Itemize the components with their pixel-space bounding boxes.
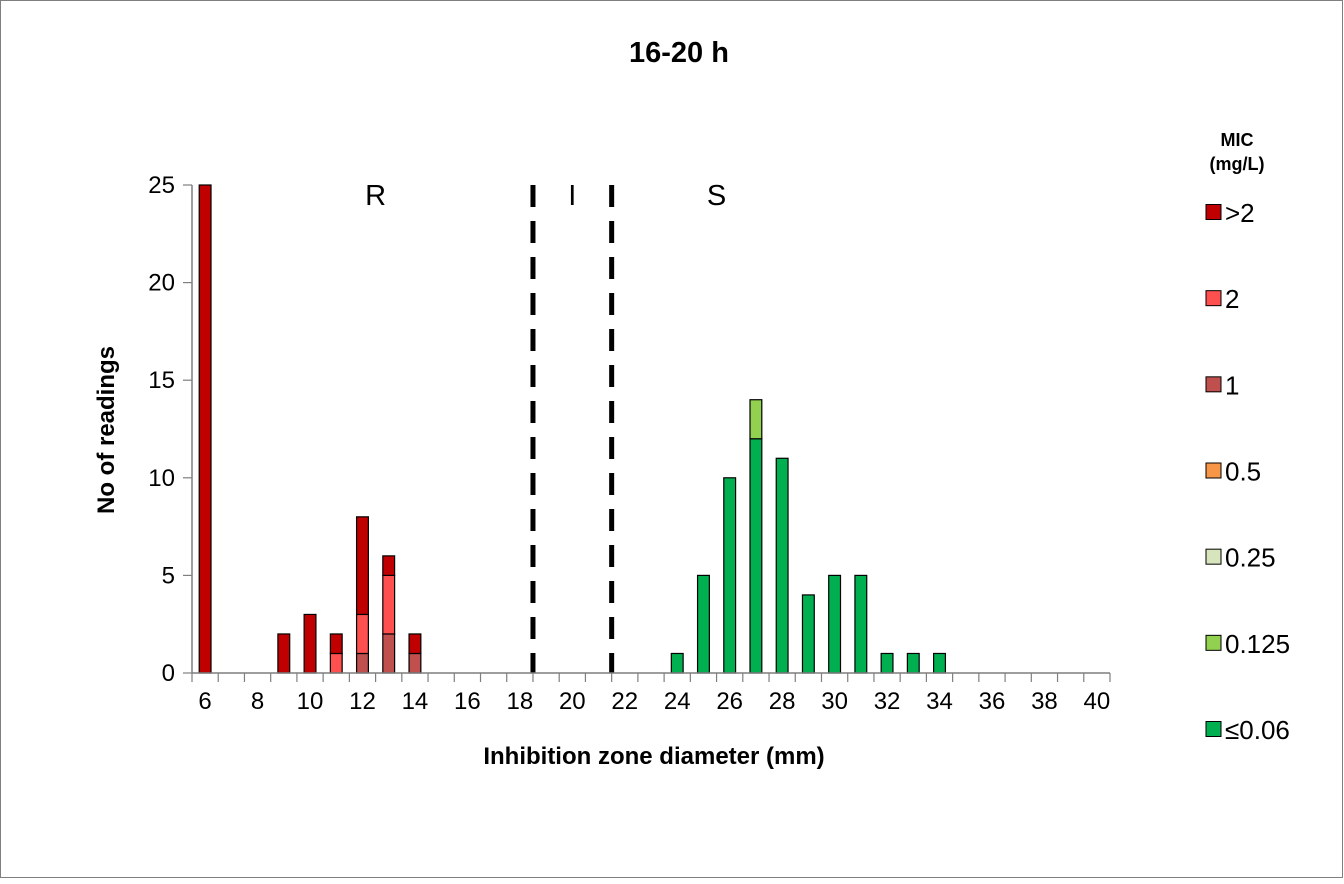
legend-swatch (1205, 462, 1222, 479)
bar-segment (329, 652, 343, 674)
bar-segment (801, 594, 815, 674)
x-tick-label: 22 (611, 688, 638, 715)
bar-segment (749, 399, 763, 440)
breakpoint-layer (530, 185, 615, 673)
bar-segment (198, 184, 212, 674)
x-tick-label: 28 (769, 688, 796, 715)
bar-segment (382, 633, 396, 674)
bar-segment (749, 438, 763, 674)
x-tick-label: 38 (1031, 688, 1058, 715)
y-tick-label: 20 (148, 270, 175, 297)
bar-segment (355, 516, 369, 616)
x-tick-label: 24 (664, 688, 691, 715)
bar-segment (723, 477, 737, 674)
legend-swatch (1205, 204, 1222, 220)
bar-segment (828, 574, 842, 674)
bar-segment (696, 574, 710, 674)
legend-label: 0.25 (1225, 543, 1276, 573)
legend: MIC (mg/L) >2 2 1 0.5 0.25 0.125 ≤0.06 (1205, 130, 1290, 745)
bar-segment (382, 555, 396, 577)
x-tick-label: 40 (1084, 688, 1111, 715)
bar-segment (329, 633, 343, 655)
chart-title: 16-20 h (629, 37, 729, 69)
bar-segment (775, 457, 789, 674)
x-tick-label: 6 (198, 688, 211, 715)
legend-swatch (1205, 721, 1222, 737)
legend-title: MIC (1221, 130, 1254, 150)
axis-layer: 6 8 10 12 14 16 18 20 22 24 26 28 30 32 34 36 38 40 0 5 10 15… (148, 172, 1111, 715)
x-tick-label: 18 (507, 688, 534, 715)
legend-swatch (1205, 634, 1222, 651)
zone-label: S (707, 180, 726, 212)
legend-title: (mg/L) (1210, 154, 1265, 174)
x-tick-label: 34 (926, 688, 953, 715)
y-tick-label: 15 (148, 367, 175, 394)
legend-label: ≤0.06 (1225, 715, 1290, 745)
x-tick-label: 16 (454, 688, 481, 715)
x-tick-label: 12 (349, 688, 376, 715)
legend-label: 0.5 (1225, 457, 1261, 487)
bar-segment (355, 652, 369, 674)
bar-segment (854, 574, 868, 674)
legend-label: >2 (1225, 198, 1255, 228)
legend-swatch (1205, 376, 1222, 393)
bar-segment (906, 652, 920, 674)
x-tick-label: 26 (716, 688, 743, 715)
legend-label: 0.125 (1225, 629, 1290, 659)
legend-swatch (1205, 290, 1222, 307)
zone-label: I (568, 180, 576, 212)
y-tick-label: 0 (162, 660, 175, 687)
bar-segment (303, 613, 317, 674)
bar-segment (277, 633, 291, 674)
x-tick-label: 8 (251, 688, 264, 715)
legend-label: 2 (1225, 284, 1239, 314)
bar-segment (880, 652, 894, 674)
x-tick-label: 14 (402, 688, 429, 715)
x-tick-label: 36 (979, 688, 1006, 715)
bar-segment (408, 652, 422, 674)
x-tick-label: 32 (874, 688, 901, 715)
legend-swatch (1205, 548, 1222, 565)
bar-segment (670, 652, 684, 674)
x-tick-label: 30 (821, 688, 848, 715)
x-tick-label: 20 (559, 688, 586, 715)
bar-segment (382, 574, 396, 635)
zone-label: R (365, 180, 386, 212)
legend-label: 1 (1225, 370, 1239, 400)
bar-segment (355, 613, 369, 655)
bar-segment (933, 652, 947, 674)
x-tick-label: 10 (297, 688, 324, 715)
bar-segment (408, 633, 422, 655)
y-axis-label: No of readings (93, 346, 120, 514)
x-axis-label: Inhibition zone diameter (mm) (483, 743, 824, 770)
y-tick-label: 5 (162, 562, 175, 589)
y-tick-label: 10 (148, 465, 175, 492)
y-tick-label: 25 (148, 172, 175, 199)
